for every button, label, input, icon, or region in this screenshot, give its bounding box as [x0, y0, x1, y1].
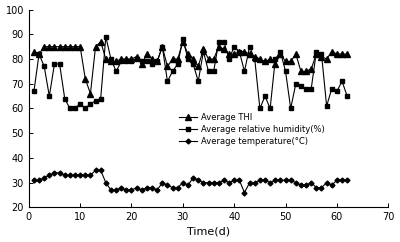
Average relative humidity(%)	[124, 60, 129, 63]
Average THI	[345, 53, 350, 55]
Average temperature(°C)	[93, 169, 98, 172]
Average relative humidity(%)	[68, 107, 72, 110]
Average temperature(°C)	[32, 179, 36, 182]
Average relative humidity(%)	[314, 50, 319, 53]
Average temperature(°C)	[119, 186, 124, 189]
Average temperature(°C)	[314, 186, 319, 189]
Average THI	[104, 58, 108, 60]
Average temperature(°C)	[345, 179, 350, 182]
Line: Average THI: Average THI	[31, 39, 350, 96]
Average relative humidity(%)	[345, 95, 350, 98]
Average THI	[124, 58, 129, 60]
Line: Average relative humidity(%): Average relative humidity(%)	[32, 34, 350, 111]
Average THI	[98, 40, 103, 43]
Average THI	[88, 92, 93, 95]
Average relative humidity(%)	[32, 90, 36, 93]
Average relative humidity(%)	[104, 35, 108, 38]
Average temperature(°C)	[242, 191, 247, 194]
Average temperature(°C)	[227, 181, 232, 184]
Legend: Average THI, Average relative humidity(%), Average temperature(°C): Average THI, Average relative humidity(%…	[177, 112, 326, 148]
Average temperature(°C)	[191, 176, 196, 179]
Average THI	[314, 53, 319, 55]
Average THI	[196, 65, 201, 68]
Average temperature(°C)	[57, 171, 62, 174]
Average THI	[232, 53, 237, 55]
X-axis label: Time(d): Time(d)	[187, 227, 230, 236]
Average relative humidity(%)	[98, 97, 103, 100]
Average relative humidity(%)	[57, 62, 62, 65]
Line: Average temperature(°C): Average temperature(°C)	[32, 169, 349, 194]
Average THI	[32, 50, 36, 53]
Average relative humidity(%)	[232, 45, 237, 48]
Average THI	[57, 45, 62, 48]
Average relative humidity(%)	[196, 80, 201, 83]
Average temperature(°C)	[98, 169, 103, 172]
